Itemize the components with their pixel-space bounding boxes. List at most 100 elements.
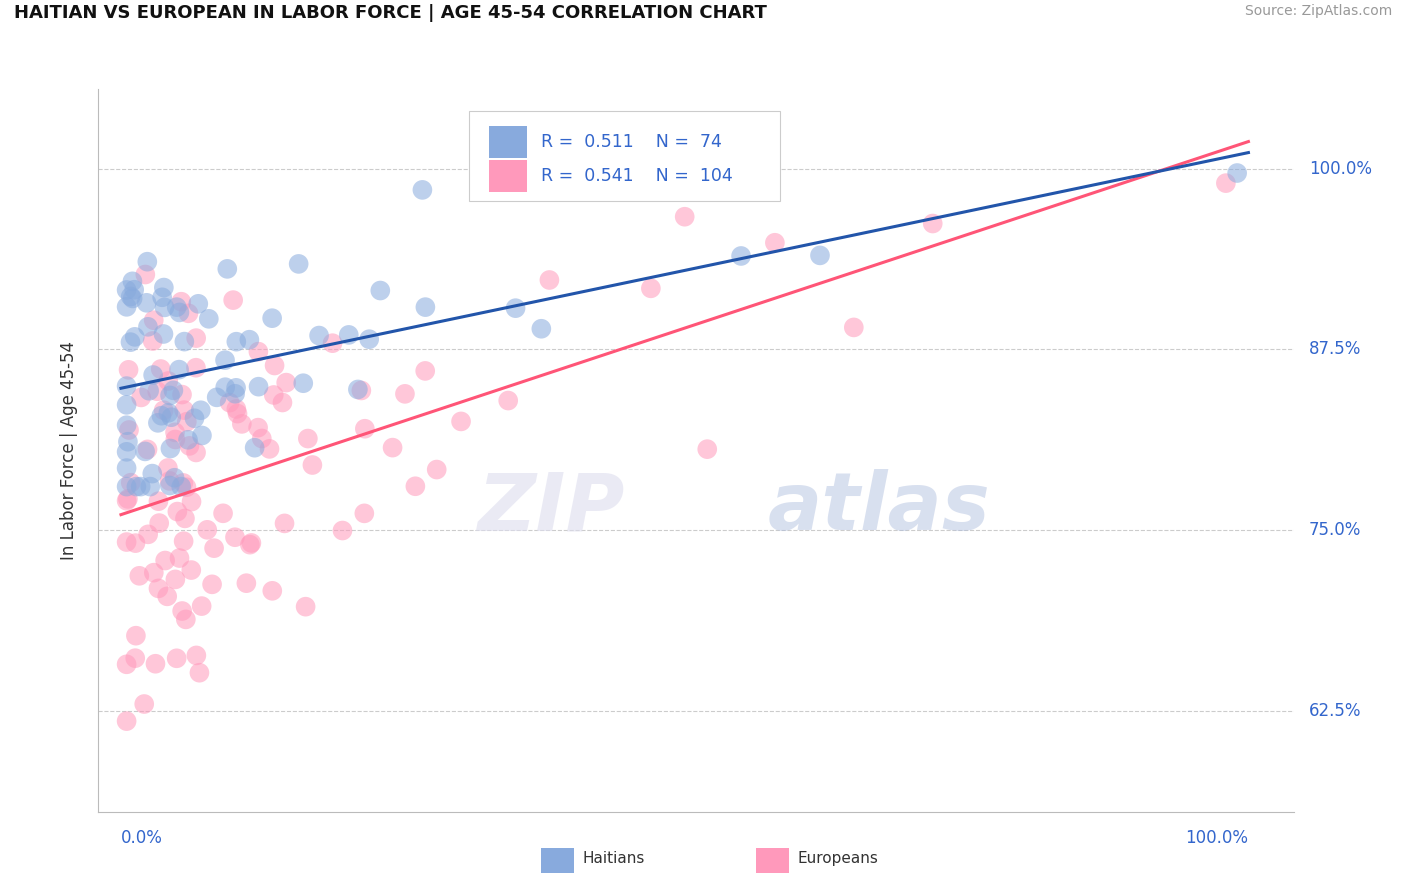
Point (120, 335, 142, 350)
Point (138, 384, 160, 398)
Point (115, 379, 138, 393)
Point (238, 333, 260, 347)
Text: ZIP: ZIP (477, 469, 624, 548)
Text: 100.0%: 100.0% (1309, 160, 1372, 178)
Point (177, 306, 200, 320)
Point (156, 461, 179, 475)
Point (165, 573, 187, 587)
Point (180, 494, 202, 508)
Point (247, 379, 270, 393)
Text: R =  0.541    N =  104: R = 0.541 N = 104 (540, 167, 733, 185)
Point (162, 384, 184, 398)
Point (240, 536, 263, 550)
Point (179, 439, 201, 453)
Point (450, 414, 472, 428)
Point (159, 442, 181, 456)
Point (149, 362, 172, 376)
Point (115, 493, 138, 508)
Text: Source: ZipAtlas.com: Source: ZipAtlas.com (1244, 4, 1392, 19)
Point (142, 566, 165, 580)
Point (142, 334, 165, 348)
Point (239, 538, 262, 552)
Point (176, 415, 198, 429)
Point (247, 420, 270, 434)
Point (166, 300, 188, 314)
Point (115, 657, 138, 672)
Text: 100.0%: 100.0% (1185, 829, 1249, 847)
Point (176, 480, 198, 494)
Point (170, 480, 193, 494)
Point (121, 292, 143, 306)
Point (134, 697, 156, 711)
Point (159, 388, 181, 402)
Point (225, 402, 247, 417)
Point (191, 428, 214, 442)
Point (136, 319, 159, 334)
Point (125, 480, 148, 494)
FancyBboxPatch shape (756, 847, 789, 873)
Point (115, 535, 138, 549)
Point (136, 527, 159, 541)
Point (263, 359, 285, 373)
Point (225, 381, 247, 395)
Point (332, 524, 354, 538)
Point (121, 274, 143, 288)
Point (226, 407, 249, 421)
Point (394, 387, 416, 401)
Point (347, 383, 370, 397)
Point (136, 254, 159, 268)
Point (117, 434, 139, 449)
Point (187, 297, 209, 311)
Point (186, 331, 208, 345)
Point (337, 327, 360, 342)
Point (262, 583, 284, 598)
Point (353, 422, 375, 436)
Point (128, 569, 150, 583)
Point (150, 409, 173, 423)
Point (426, 462, 449, 476)
Point (166, 505, 188, 519)
Point (214, 380, 236, 394)
Point (115, 283, 138, 297)
Point (115, 445, 138, 459)
Point (115, 461, 138, 475)
Point (153, 553, 176, 567)
Point (214, 353, 236, 368)
Point (222, 293, 245, 307)
Point (202, 541, 225, 556)
FancyBboxPatch shape (489, 126, 527, 158)
Point (170, 387, 193, 401)
Point (115, 418, 138, 433)
Point (404, 479, 426, 493)
Point (205, 390, 228, 404)
Point (212, 506, 235, 520)
Point (188, 665, 211, 680)
Point (172, 604, 194, 618)
Point (271, 395, 294, 409)
Point (496, 393, 519, 408)
Point (122, 283, 145, 297)
Point (148, 582, 170, 596)
Point (115, 714, 138, 728)
Point (921, 217, 943, 231)
Point (142, 313, 165, 327)
Point (173, 403, 195, 417)
Point (640, 281, 662, 295)
Point (243, 441, 266, 455)
Point (152, 403, 174, 417)
Point (157, 374, 180, 388)
Point (730, 249, 752, 263)
Point (297, 432, 319, 446)
Point (174, 612, 197, 626)
Point (125, 629, 148, 643)
Point (262, 311, 284, 326)
FancyBboxPatch shape (489, 160, 527, 192)
Point (153, 301, 176, 315)
Point (157, 406, 180, 420)
Point (415, 300, 437, 314)
Text: Europeans: Europeans (797, 851, 879, 866)
Point (250, 432, 273, 446)
Point (294, 599, 316, 614)
Point (195, 523, 218, 537)
Point (218, 395, 240, 409)
